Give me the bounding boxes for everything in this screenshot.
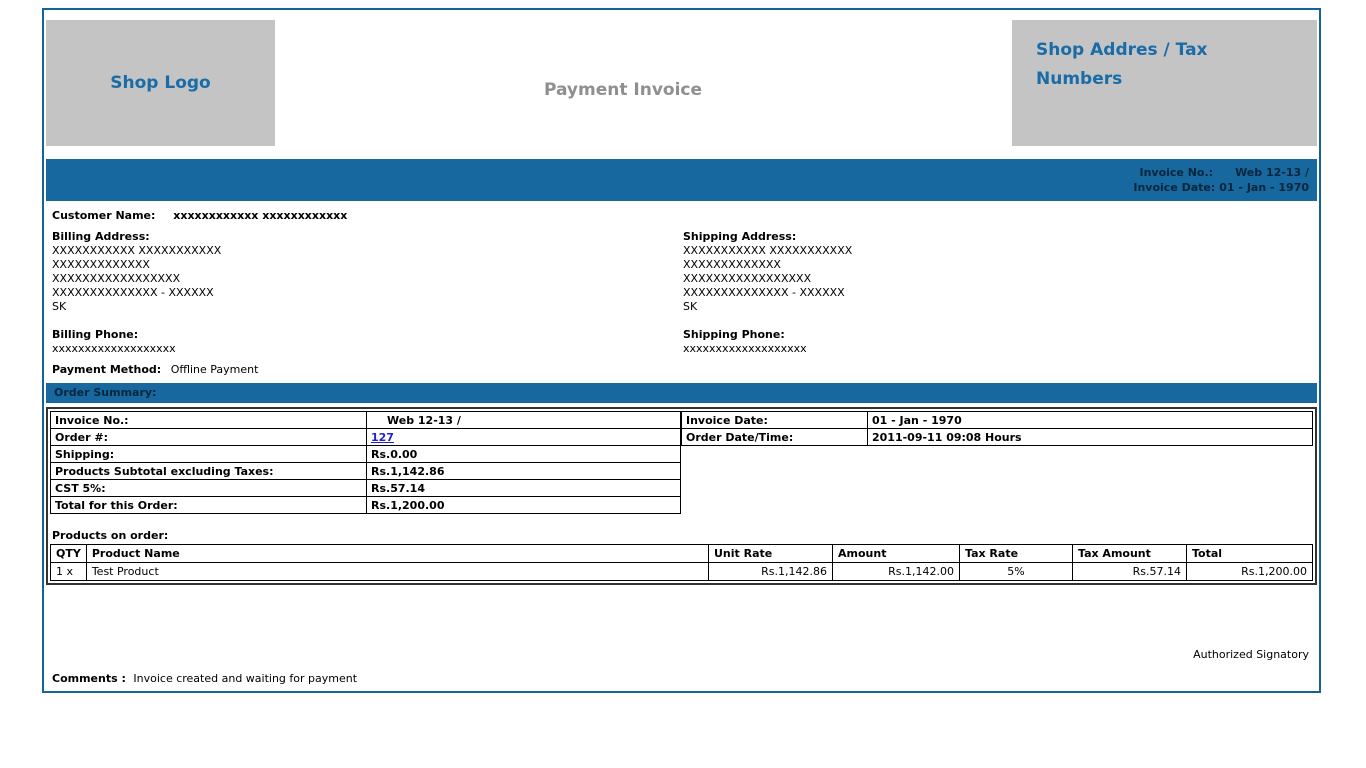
- table-row: Products Subtotal excluding Taxes: Rs.1,…: [50, 462, 681, 480]
- product-amount: Rs.1,142.00: [832, 562, 960, 581]
- summary-value: Rs.1,200.00: [366, 496, 681, 514]
- column-header-qty: QTY: [50, 544, 87, 563]
- invoice-page: Shop Logo Payment Invoice Shop Addres / …: [42, 8, 1321, 693]
- comments-label: Comments :: [52, 672, 126, 685]
- billing-address-line: SK: [52, 300, 67, 313]
- comments-row: Comments : Invoice created and waiting f…: [52, 672, 357, 685]
- billing-phone-value: xxxxxxxxxxxxxxxxxxx: [52, 342, 176, 355]
- table-row: Order Date/Time: 2011-09-11 09:08 Hours: [681, 428, 1313, 446]
- product-tax-rate: 5%: [959, 562, 1073, 581]
- summary-value: Rs.0.00: [366, 445, 681, 463]
- table-row: Invoice Date: 01 - Jan - 1970: [681, 411, 1313, 429]
- shop-address-cell: Shop Addres / Tax Numbers: [968, 12, 1317, 157]
- order-summary-table-right: Invoice Date: 01 - Jan - 1970 Order Date…: [681, 411, 1313, 446]
- summary-label: Order Date/Time:: [681, 428, 868, 446]
- billing-address-line: XXXXXXXXXXX XXXXXXXXXXX: [52, 244, 222, 257]
- billing-address-line: XXXXXXXXXXXXXX - XXXXXX: [52, 286, 214, 299]
- billing-address-label: Billing Address:: [52, 230, 150, 243]
- authorized-signatory: Authorized Signatory: [1193, 648, 1309, 661]
- shipping-address-block: Shipping Address: XXXXXXXXXXX XXXXXXXXXX…: [683, 230, 1317, 356]
- products-on-order-title: Products on order:: [52, 529, 169, 542]
- summary-label: Shipping:: [50, 445, 367, 463]
- column-header-tax-amount: Tax Amount: [1072, 544, 1187, 563]
- summary-value: 01 - Jan - 1970: [867, 411, 1313, 429]
- invoice-number-value: Web 12-13 /: [1235, 166, 1309, 179]
- customer-name-value: xxxxxxxxxxxx xxxxxxxxxxxx: [173, 209, 348, 222]
- billing-phone-label: Billing Phone:: [52, 328, 139, 341]
- summary-label: Invoice Date:: [681, 411, 868, 429]
- summary-tables: Invoice No.: Web 12-13 / Order #: 127 Sh…: [50, 411, 1313, 514]
- table-row: 1 x Test Product Rs.1,142.86 Rs.1,142.00…: [50, 562, 1313, 581]
- summary-label: Invoice No.:: [50, 411, 367, 429]
- payment-method-row: Payment Method: Offline Payment: [52, 363, 1317, 376]
- billing-address-line: XXXXXXXXXXXXX: [52, 258, 150, 271]
- shop-logo-placeholder: Shop Logo: [46, 20, 275, 146]
- table-row: CST 5%: Rs.57.14: [50, 479, 681, 497]
- shipping-address-line: XXXXXXXXXXXXX: [683, 258, 781, 271]
- products-header-row: QTY Product Name Unit Rate Amount Tax Ra…: [50, 544, 1313, 563]
- shipping-address-label: Shipping Address:: [683, 230, 797, 243]
- column-header-product-name: Product Name: [85, 544, 710, 563]
- comments-value: Invoice created and waiting for payment: [133, 672, 358, 685]
- summary-value: Web 12-13 /: [366, 411, 681, 429]
- product-qty: 1 x: [50, 562, 87, 581]
- invoice-number-label: Invoice No.:: [1139, 166, 1214, 179]
- summary-label: CST 5%:: [50, 479, 367, 497]
- column-header-amount: Amount: [832, 544, 960, 563]
- order-summary-table-left: Invoice No.: Web 12-13 / Order #: 127 Sh…: [50, 411, 681, 514]
- title-cell: Payment Invoice: [278, 12, 968, 157]
- shop-address-line1: Shop Addres / Tax: [1036, 40, 1208, 60]
- shop-address-line2: Numbers: [1036, 69, 1123, 89]
- summary-value: Rs.57.14: [366, 479, 681, 497]
- billing-address-line: XXXXXXXXXXXXXXXXX: [52, 272, 181, 285]
- shipping-phone-value: xxxxxxxxxxxxxxxxxxx: [683, 342, 807, 355]
- invoice-header: Shop Logo Payment Invoice Shop Addres / …: [46, 12, 1317, 157]
- summary-label: Products Subtotal excluding Taxes:: [50, 462, 367, 480]
- invoice-meta-bar: Invoice No.: Web 12-13 / Invoice Date: 01 …: [46, 159, 1317, 201]
- column-header-total: Total: [1186, 544, 1313, 563]
- summary-label: Total for this Order:: [50, 496, 367, 514]
- logo-cell: Shop Logo: [46, 12, 278, 157]
- invoice-date-line: Invoice Date: 01 - Jan - 1970: [46, 180, 1309, 195]
- summary-value: 2011-09-11 09:08 Hours: [867, 428, 1313, 446]
- summary-label: Order #:: [50, 428, 367, 446]
- shop-address-placeholder: Shop Addres / Tax Numbers: [1012, 20, 1317, 146]
- customer-name-row: Customer Name: xxxxxxxxxxxx xxxxxxxxxxxx: [52, 209, 1317, 222]
- order-summary-bar: Order Summary:: [46, 383, 1317, 403]
- shipping-phone-label: Shipping Phone:: [683, 328, 785, 341]
- page-title: Payment Invoice: [543, 80, 703, 100]
- shipping-address-line: XXXXXXXXXXXXXXXXX: [683, 272, 812, 285]
- products-table: QTY Product Name Unit Rate Amount Tax Ra…: [50, 544, 1313, 581]
- billing-address-block: Billing Address: XXXXXXXXXXX XXXXXXXXXXX…: [46, 230, 683, 356]
- invoice-number-line: Invoice No.: Web 12-13 /: [46, 165, 1309, 180]
- shipping-address-line: XXXXXXXXXXX XXXXXXXXXXX: [683, 244, 853, 257]
- summary-value: Rs.1,142.86: [366, 462, 681, 480]
- column-header-unit-rate: Unit Rate: [708, 544, 833, 563]
- table-row: Invoice No.: Web 12-13 /: [50, 411, 681, 429]
- table-row: Shipping: Rs.0.00: [50, 445, 681, 463]
- invoice-date-value: 01 - Jan - 1970: [1219, 181, 1309, 194]
- shipping-address-line: XXXXXXXXXXXXXX - XXXXXX: [683, 286, 845, 299]
- addresses-section: Billing Address: XXXXXXXXXXX XXXXXXXXXXX…: [46, 230, 1317, 356]
- payment-method-label: Payment Method:: [52, 363, 162, 376]
- shop-logo-text: Shop Logo: [110, 73, 211, 93]
- product-unit-rate: Rs.1,142.86: [708, 562, 833, 581]
- product-tax-amount: Rs.57.14: [1072, 562, 1187, 581]
- payment-method-value: Offline Payment: [170, 363, 259, 376]
- summary-value: 127: [366, 428, 681, 446]
- invoice-date-label: Invoice Date:: [1133, 181, 1216, 194]
- column-header-tax-rate: Tax Rate: [959, 544, 1073, 563]
- product-total: Rs.1,200.00: [1186, 562, 1313, 581]
- table-row: Total for this Order: Rs.1,200.00: [50, 496, 681, 514]
- shipping-address-line: SK: [683, 300, 698, 313]
- customer-name-label: Customer Name:: [52, 209, 156, 222]
- order-number-link[interactable]: 127: [371, 430, 394, 444]
- table-row: Order #: 127: [50, 428, 681, 446]
- order-summary-section: Invoice No.: Web 12-13 / Order #: 127 Sh…: [46, 407, 1317, 585]
- product-name: Test Product: [85, 562, 710, 581]
